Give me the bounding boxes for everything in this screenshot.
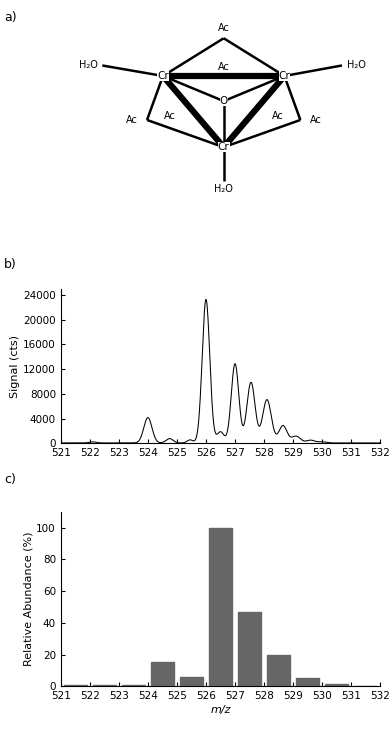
Text: Cr: Cr [279,71,290,81]
Bar [238,611,261,686]
Text: a): a) [4,11,16,24]
Text: Ac: Ac [218,23,230,33]
X-axis label: m/z: m/z [210,705,231,716]
Bar [296,678,319,686]
Text: H₂O: H₂O [347,60,366,70]
Bar [209,528,232,686]
Text: Ac: Ac [310,115,322,125]
Bar [267,655,290,686]
Bar [151,663,174,686]
Y-axis label: Relative Abundance (%): Relative Abundance (%) [24,531,33,666]
Text: H₂O: H₂O [214,184,233,194]
Y-axis label: Signal (cts): Signal (cts) [10,335,20,398]
Text: O: O [220,96,228,106]
Text: Ac: Ac [218,62,230,71]
Text: c): c) [4,473,16,487]
Text: Ac: Ac [163,111,175,121]
Bar [325,684,348,686]
Text: Ac: Ac [272,111,284,121]
Text: Ac: Ac [125,115,138,125]
Text: Cr: Cr [218,142,230,152]
Text: b): b) [4,258,17,272]
Bar [93,685,116,686]
Bar [180,677,203,686]
Text: Cr: Cr [157,71,169,81]
Text: H₂O: H₂O [79,60,98,70]
